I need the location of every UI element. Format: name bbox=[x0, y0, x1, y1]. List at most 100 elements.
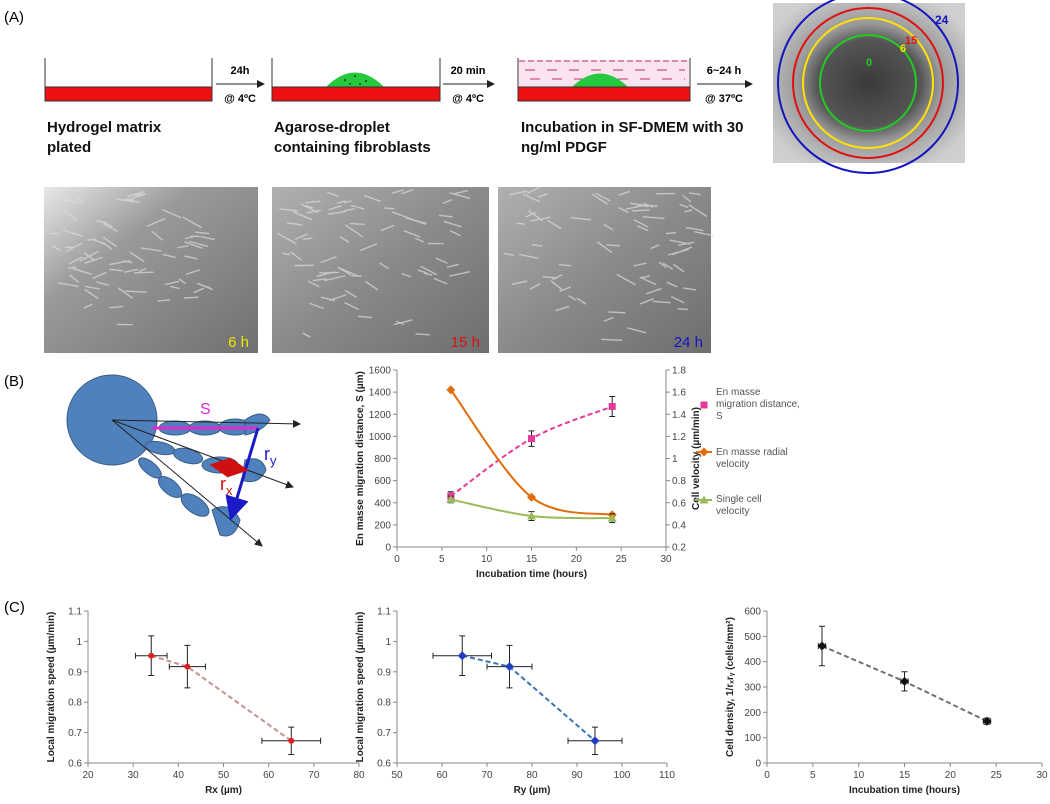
cell bbox=[379, 262, 390, 270]
marker bbox=[505, 662, 514, 672]
cell bbox=[606, 244, 620, 247]
cell bbox=[391, 189, 404, 194]
cell bbox=[103, 221, 113, 228]
y2-tick-label: 1.4 bbox=[672, 410, 686, 421]
cell bbox=[640, 276, 657, 286]
cell bbox=[403, 230, 421, 238]
cell bbox=[286, 222, 303, 226]
x-tick-label: 40 bbox=[173, 770, 185, 781]
ry-label: ry bbox=[264, 444, 277, 468]
marker bbox=[457, 651, 467, 661]
cell bbox=[542, 275, 558, 279]
y-tick-label: 1400 bbox=[369, 388, 392, 399]
cell bbox=[138, 267, 147, 273]
cell bbox=[658, 261, 667, 269]
cell bbox=[164, 280, 180, 286]
cell bbox=[108, 268, 124, 272]
cell bbox=[200, 284, 211, 289]
cell bbox=[65, 242, 83, 253]
cell bbox=[679, 203, 689, 208]
cell bbox=[516, 222, 525, 225]
cell bbox=[438, 214, 453, 218]
y2-tick-label: 1 bbox=[672, 454, 678, 465]
y-tick-label: 300 bbox=[744, 683, 761, 694]
cell bbox=[685, 226, 704, 232]
panel-label: (C) bbox=[4, 599, 25, 616]
ring-label: 0 bbox=[866, 57, 872, 69]
x-tick-label: 10 bbox=[853, 770, 865, 781]
cell bbox=[162, 253, 176, 259]
cell bbox=[336, 200, 346, 205]
cell bbox=[312, 278, 327, 282]
cell bbox=[193, 287, 205, 294]
cell bbox=[304, 204, 314, 209]
legend-entry: Single cell velocity bbox=[716, 494, 762, 517]
cell bbox=[683, 287, 697, 291]
marker bbox=[699, 495, 709, 504]
cell bbox=[667, 248, 689, 256]
cell bbox=[117, 287, 134, 299]
x-tick-label: 60 bbox=[436, 770, 448, 781]
x-tick-label: 110 bbox=[659, 770, 675, 781]
y-tick-label: 500 bbox=[744, 632, 761, 643]
cell bbox=[629, 202, 649, 208]
cell bbox=[558, 263, 571, 267]
cell bbox=[405, 217, 427, 225]
x-tick-label: 10 bbox=[481, 554, 493, 565]
y2-axis-label: Cell velocity (µm/min) bbox=[691, 407, 702, 510]
cell bbox=[522, 193, 541, 203]
rx-sub: x bbox=[226, 483, 233, 498]
y-tick-label: 600 bbox=[374, 476, 391, 487]
cell bbox=[576, 297, 587, 305]
migration-arrows bbox=[111, 419, 301, 547]
x-axis-label: Incubation time (hours) bbox=[849, 785, 960, 796]
cell bbox=[61, 199, 71, 203]
y2-tick-label: 1.8 bbox=[672, 366, 686, 377]
x-tick-label: 5 bbox=[810, 770, 816, 781]
y-tick-label: 1600 bbox=[369, 366, 392, 377]
cell bbox=[344, 289, 358, 299]
micrograph-label: 24 h bbox=[674, 334, 703, 351]
marker bbox=[817, 641, 827, 651]
x-tick-label: 20 bbox=[945, 770, 957, 781]
cell bbox=[151, 230, 164, 241]
y-tick-label: 0.7 bbox=[377, 728, 391, 739]
cell bbox=[184, 241, 203, 250]
cell bbox=[435, 257, 448, 264]
dish-photo bbox=[773, 0, 965, 174]
arrow-time: 24h bbox=[231, 65, 250, 77]
cell bbox=[195, 231, 210, 235]
ring-label: 6 bbox=[900, 43, 906, 55]
cell bbox=[384, 207, 394, 210]
y2-tick-label: 0.2 bbox=[672, 543, 686, 554]
marker bbox=[900, 676, 909, 686]
cell bbox=[380, 224, 395, 232]
cell bbox=[570, 216, 592, 221]
y-tick-label: 0.6 bbox=[377, 759, 391, 770]
rx-arrow bbox=[209, 457, 249, 478]
cell bbox=[123, 259, 133, 264]
cell bbox=[84, 285, 100, 290]
cell bbox=[666, 281, 678, 288]
rx-label: rx bbox=[220, 474, 233, 498]
cell bbox=[670, 296, 685, 304]
y-tick-label: 100 bbox=[744, 733, 761, 744]
x-tick-label: 15 bbox=[899, 770, 911, 781]
marker bbox=[982, 716, 992, 726]
series-line bbox=[462, 654, 596, 742]
x-tick-label: 50 bbox=[218, 770, 230, 781]
cell bbox=[182, 216, 203, 229]
migration-diagram bbox=[66, 374, 271, 537]
x-tick-label: 30 bbox=[128, 770, 140, 781]
micrograph-label: 6 h bbox=[228, 334, 249, 351]
cell bbox=[290, 251, 303, 261]
series-line bbox=[450, 405, 613, 497]
marker bbox=[288, 737, 295, 744]
cell bbox=[618, 190, 631, 196]
cell bbox=[603, 223, 614, 231]
cell bbox=[320, 256, 337, 264]
cell bbox=[596, 241, 613, 254]
cell bbox=[302, 237, 313, 240]
y-axis-label: En masse migration distance, S (µm) bbox=[355, 371, 366, 546]
marker bbox=[700, 401, 708, 409]
